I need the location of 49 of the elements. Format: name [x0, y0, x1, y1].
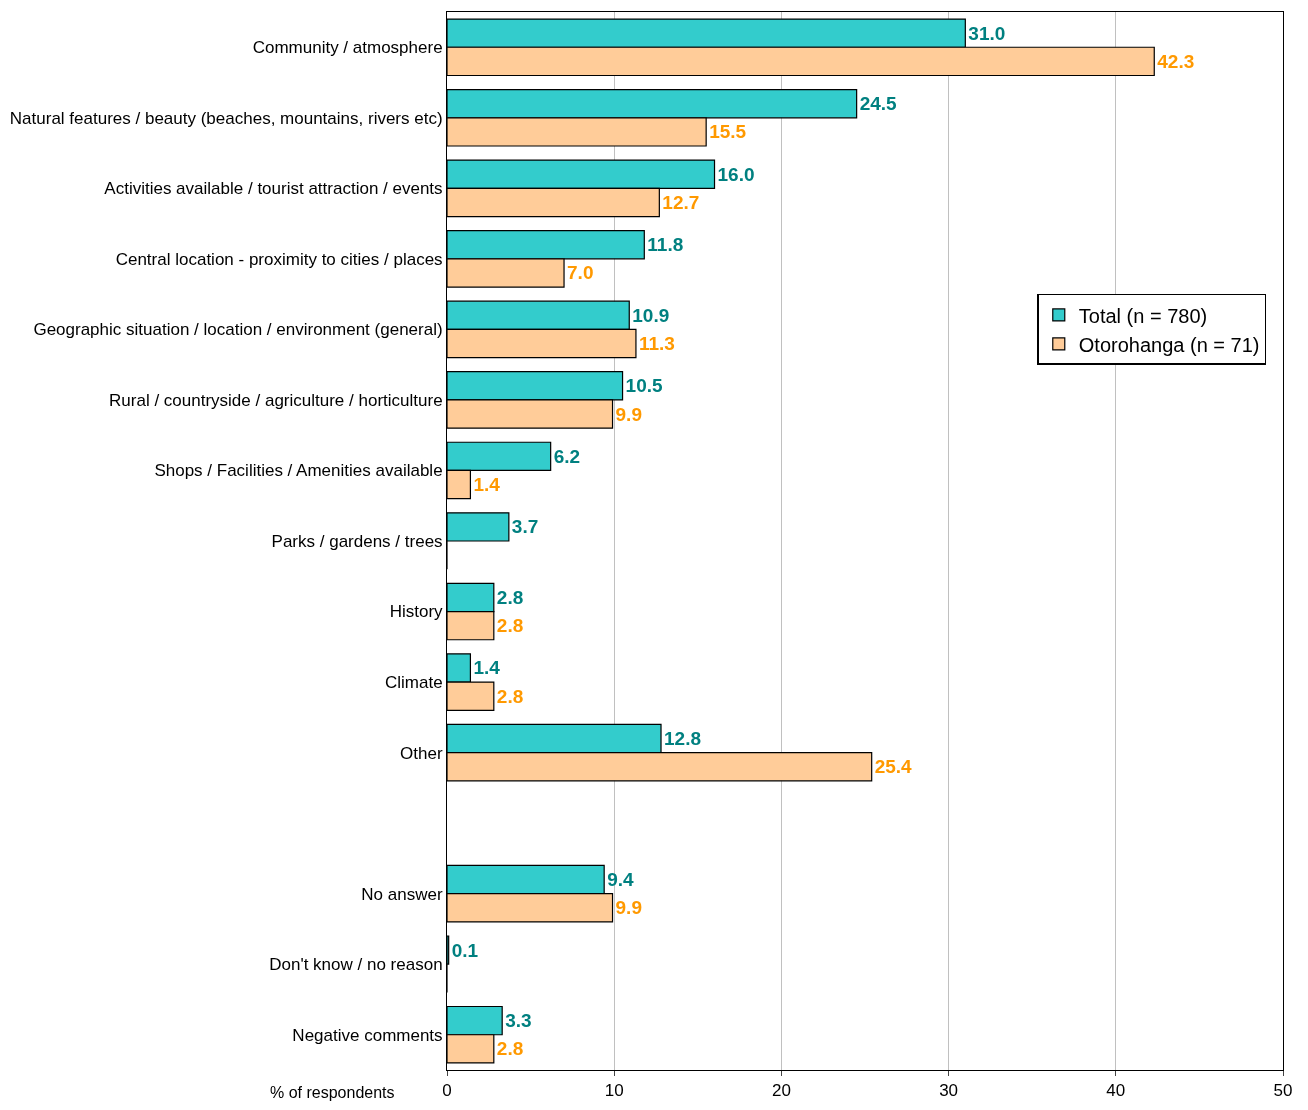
- y-tick-label: Rural / countryside / agriculture / horticulture: [109, 390, 443, 410]
- legend-label: Total (n = 780): [1078, 304, 1208, 327]
- data-label: 7.0: [567, 262, 594, 284]
- data-label: 3.3: [505, 1010, 532, 1032]
- data-label: 12.7: [662, 191, 700, 213]
- data-label: 12.8: [664, 727, 701, 749]
- y-tick-label: Climate: [384, 673, 443, 693]
- y-tick-label: Parks / gardens / trees: [271, 531, 443, 551]
- y-tick-label: Natural features / beauty (beaches, mountains, rivers etc): [9, 108, 443, 128]
- data-label: 1.4: [473, 657, 501, 679]
- y-tick-label: Central location - proximity to cities / places: [115, 249, 443, 269]
- x-tick-label: 20: [771, 1081, 791, 1101]
- data-label: 10.9: [632, 304, 670, 326]
- data-label: 15.5: [709, 121, 747, 143]
- data-label: 9.9: [615, 403, 642, 425]
- data-label: 9.9: [615, 897, 642, 919]
- data-label: 11.3: [638, 333, 675, 355]
- data-label: 1.4: [473, 474, 501, 496]
- x-tick-label: 0: [442, 1081, 452, 1101]
- x-tick-label: 40: [1106, 1081, 1126, 1101]
- y-tick-label: Activities available / tourist attraction / events: [104, 179, 443, 199]
- y-tick-label: Negative comments: [292, 1025, 443, 1045]
- data-label: 3.7: [511, 516, 539, 538]
- legend-label: Otorohanga (n = 71): [1078, 333, 1260, 356]
- data-label: 0.1: [451, 939, 479, 961]
- x-tick-label: 10: [604, 1081, 624, 1101]
- data-label: 2.8: [496, 1038, 524, 1060]
- y-tick-label: Don't know / no reason: [269, 955, 443, 975]
- x-tick-label: 30: [939, 1081, 959, 1101]
- data-label: 2.8: [496, 685, 524, 707]
- y-tick-label: Shops / Facilities / Amenities available: [154, 461, 443, 481]
- y-tick-label: Other: [400, 743, 443, 763]
- x-tick-label: 50: [1273, 1081, 1293, 1101]
- data-label: 2.8: [496, 615, 524, 637]
- x-axis-title: % of respondents: [270, 1084, 395, 1101]
- data-label: 9.4: [607, 869, 635, 891]
- data-label: 11.8: [647, 234, 684, 256]
- data-label: 42.3: [1157, 50, 1195, 72]
- data-label: 25.4: [874, 756, 913, 778]
- y-tick-label: History: [389, 602, 444, 622]
- y-tick-label: Community / atmosphere: [252, 38, 443, 58]
- data-label: 31.0: [968, 22, 1006, 44]
- y-tick-label: Geographic situation / location / environment (general): [33, 320, 443, 340]
- data-label: 6.2: [553, 445, 581, 467]
- data-label: 16.0: [717, 163, 755, 185]
- data-label: 2.8: [496, 586, 524, 608]
- data-label: 24.5: [859, 93, 898, 115]
- y-tick-label: No answer: [361, 884, 443, 904]
- data-label: 10.5: [625, 375, 663, 397]
